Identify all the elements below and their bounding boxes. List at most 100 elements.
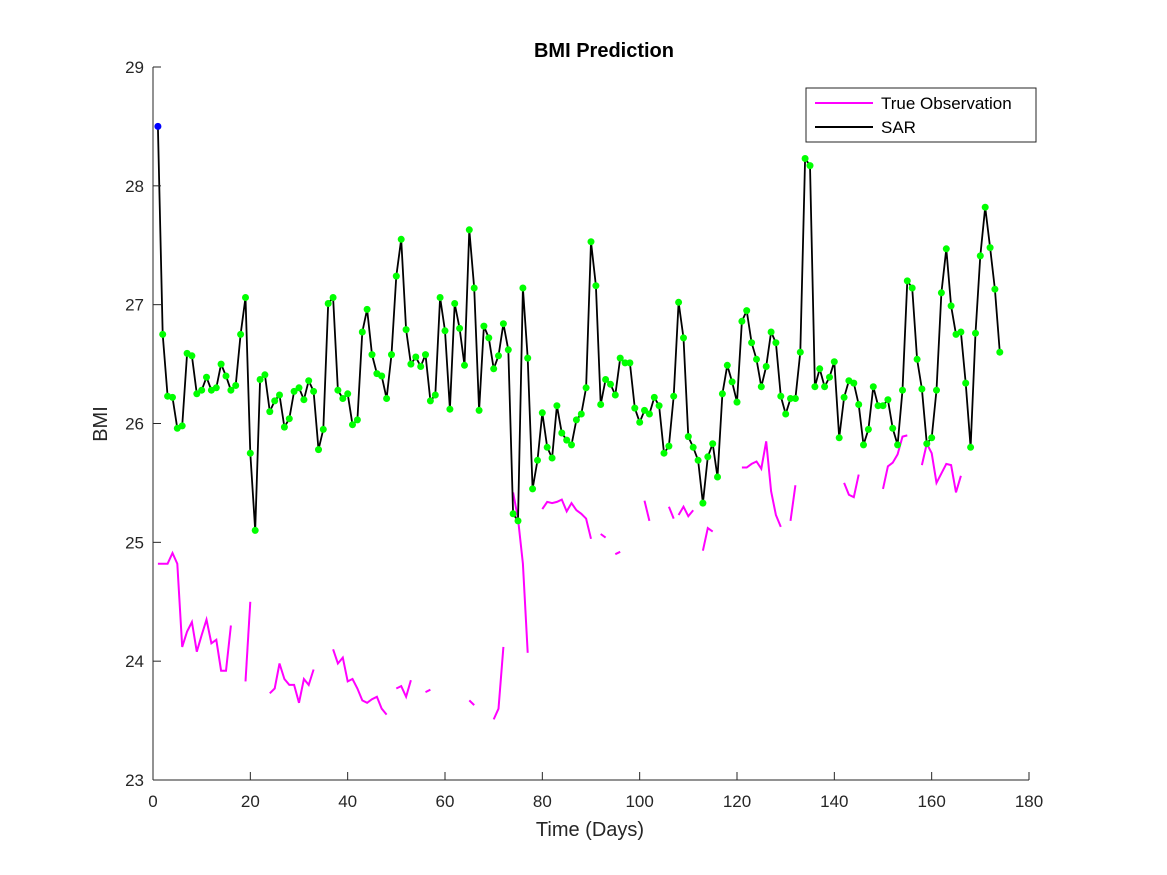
sar-point	[796, 348, 804, 356]
sar-point	[645, 410, 653, 418]
sar-point	[991, 285, 999, 293]
sar-point	[660, 449, 668, 457]
sar-point	[787, 395, 794, 402]
sar-point	[957, 328, 965, 336]
sar-point	[753, 355, 760, 363]
true-observation-line	[269, 663, 315, 704]
sar-point	[280, 423, 288, 431]
sar-point	[777, 392, 785, 400]
sar-point	[553, 402, 561, 410]
sar-point	[996, 348, 1004, 356]
sar-point	[402, 326, 410, 334]
sar-point	[826, 373, 833, 381]
legend: True Observation SAR	[805, 87, 1037, 143]
sar-point	[480, 322, 488, 330]
sar-point	[607, 380, 614, 388]
true-observation-line	[600, 533, 607, 539]
sar-point	[285, 415, 293, 423]
sar-point	[222, 372, 230, 380]
sar-point	[670, 392, 678, 400]
x-tick-label: 40	[338, 792, 357, 811]
sar-point	[748, 339, 756, 347]
sar-point	[864, 425, 872, 433]
sar-point	[587, 238, 595, 246]
sar-point	[509, 510, 517, 518]
sar-point	[344, 390, 352, 398]
sar-point	[835, 434, 843, 442]
sar-point	[558, 429, 566, 437]
sar-point	[704, 453, 712, 461]
x-tick-label: 140	[820, 792, 848, 811]
y-tick-label: 24	[125, 652, 144, 671]
sar-point	[475, 406, 483, 414]
sar-point	[397, 235, 405, 243]
sar-point	[899, 386, 906, 394]
sar-point	[933, 386, 940, 394]
sar-point	[324, 300, 332, 307]
sar-point	[718, 390, 726, 398]
sar-point	[840, 393, 848, 401]
sar-point	[426, 397, 434, 405]
sar-point	[349, 421, 356, 429]
x-axis: 0 20 40 60 80 100 120 140 160 180	[148, 772, 1043, 811]
sar-point	[232, 382, 240, 389]
sar-point	[976, 252, 984, 260]
sar-point	[363, 305, 371, 313]
sar-point	[577, 410, 585, 418]
sar-point	[801, 155, 809, 162]
sar-point	[869, 383, 877, 391]
sar-point	[529, 485, 537, 493]
sar-point	[417, 363, 425, 370]
x-tick-label: 0	[148, 792, 157, 811]
sar-point	[626, 359, 634, 367]
sar-point	[358, 328, 366, 336]
sar-point	[538, 409, 546, 417]
sar-point	[762, 363, 770, 370]
sar-point	[563, 436, 571, 444]
sar-point	[772, 339, 780, 347]
sar-point	[353, 416, 361, 424]
sar-point	[728, 378, 736, 386]
true-observation-line	[332, 648, 388, 716]
sar-point	[246, 449, 254, 457]
true-observation-line	[425, 688, 431, 693]
sar-point	[714, 473, 721, 481]
sar-point	[276, 391, 283, 399]
true-observation-line	[492, 646, 505, 720]
sar-point	[694, 456, 702, 464]
sar-point	[378, 372, 386, 380]
sar-point	[582, 384, 590, 392]
y-tick-label: 23	[125, 771, 144, 790]
true-observation-line	[643, 500, 651, 522]
sar-point	[611, 391, 619, 399]
sar-point	[947, 302, 955, 310]
true-observation-line	[157, 550, 232, 672]
sar-point	[339, 395, 347, 402]
sar-point	[461, 361, 468, 369]
sar-point	[806, 162, 814, 170]
true-observation-line	[468, 699, 475, 706]
sar-point	[159, 330, 167, 338]
sar-point	[913, 355, 921, 363]
sar-point	[441, 327, 449, 335]
sar-point	[251, 526, 259, 534]
sar-point	[621, 359, 629, 367]
sar-point	[334, 386, 342, 394]
sar-point	[504, 346, 512, 354]
sar-point	[699, 499, 707, 507]
true-observation-line	[843, 474, 860, 499]
sar-point	[169, 393, 176, 401]
true-observation-line	[677, 504, 694, 519]
sar-point	[368, 351, 376, 359]
true-observation-line	[395, 679, 412, 700]
sar-point	[602, 376, 610, 383]
sar-point	[446, 405, 454, 413]
sar-point	[261, 371, 269, 379]
sar-point	[918, 385, 926, 393]
y-axis-label: BMI	[90, 406, 112, 442]
sar-point	[767, 328, 775, 336]
sar-point	[816, 365, 824, 373]
sar-point	[534, 456, 541, 464]
sar-point	[456, 324, 464, 332]
sar-point	[743, 307, 751, 315]
